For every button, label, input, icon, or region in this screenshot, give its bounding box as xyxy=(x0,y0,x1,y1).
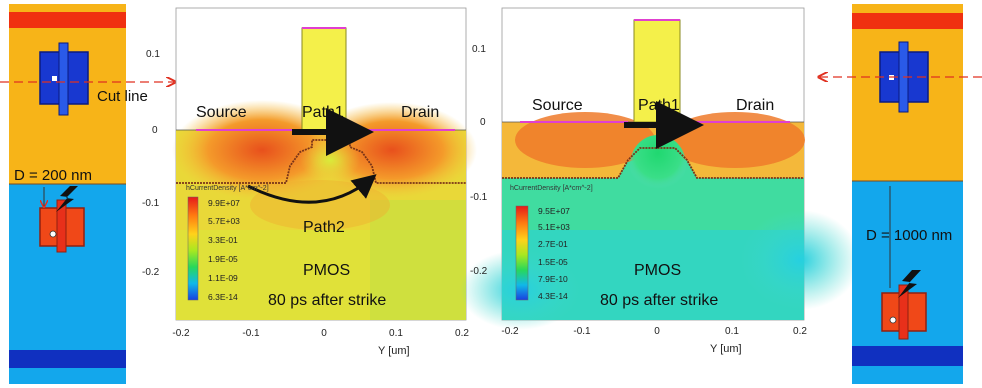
bottom-blue-band-right xyxy=(852,346,963,366)
left-legend-value-2: 5.7E+03 xyxy=(208,216,240,226)
left-legend-value-3: 3.3E-01 xyxy=(208,235,238,245)
left-source-label: Source xyxy=(196,104,247,121)
left-x-tick: -0.1 xyxy=(242,328,260,339)
right-y-ticks: 0.1 0 -0.1 -0.2 xyxy=(470,44,488,277)
lightning-strike-icon xyxy=(56,186,78,212)
nmos-gate-right xyxy=(898,284,909,340)
right-y-tick: 0.1 xyxy=(472,44,486,55)
left-x-ticks: -0.2 -0.1 0 0.1 0.2 xyxy=(172,328,469,339)
left-legend-value-4: 1.9E-05 xyxy=(208,254,238,264)
right-device-label: PMOS xyxy=(634,262,681,279)
left-simulation-plot: hCurrentDensity [A*cm^-2] 9.9E+07 5.7E+0… xyxy=(142,7,477,357)
left-x-axis-label: Y [um] xyxy=(378,345,410,357)
left-legend-title: hCurrentDensity [A*cm^-2] xyxy=(186,185,269,192)
left-path1-label: Path1 xyxy=(302,104,344,121)
left-y-tick: 0 xyxy=(152,125,158,136)
right-y-tick: 0 xyxy=(480,117,486,128)
right-time-label: 80 ps after strike xyxy=(600,292,718,309)
left-channel-zone xyxy=(300,138,360,182)
left-layout-strip: D = 200 nm Cut line xyxy=(0,4,174,384)
right-drain-label: Drain xyxy=(736,97,774,114)
right-legend-value-6: 4.3E-14 xyxy=(538,291,568,301)
n-well-top-edge-right xyxy=(852,4,963,13)
right-x-tick: 0 xyxy=(654,326,660,337)
right-y-tick: -0.2 xyxy=(470,266,488,277)
pmos-contact xyxy=(52,76,57,81)
nmos-contact xyxy=(49,230,57,238)
right-simulation-plot: hCurrentDensity [A*cm^-2] 9.5E+07 5.1E+0… xyxy=(460,7,860,355)
right-legend-value-2: 5.1E+03 xyxy=(538,222,570,232)
right-x-tick: -0.2 xyxy=(501,326,519,337)
right-channel-zone xyxy=(630,135,686,195)
left-y-tick: 0.1 xyxy=(146,49,160,60)
right-x-ticks: -0.2 -0.1 0 0.1 0.2 xyxy=(501,326,807,337)
left-path2-label: Path2 xyxy=(303,219,345,236)
left-x-tick: 0 xyxy=(321,328,327,339)
nmos-gate xyxy=(56,199,67,253)
red-top-band xyxy=(9,12,126,28)
right-source-label: Source xyxy=(532,97,583,114)
left-x-tick: 0.1 xyxy=(389,328,403,339)
right-y-tick: -0.1 xyxy=(470,192,488,203)
left-drain-label: Drain xyxy=(401,104,439,121)
right-legend-colorbar xyxy=(515,205,529,301)
p-substrate-bottom-right xyxy=(852,366,963,384)
left-x-tick: -0.2 xyxy=(172,328,190,339)
right-x-axis-label: Y [um] xyxy=(710,343,742,355)
red-top-band-right xyxy=(852,13,963,29)
right-legend-value-5: 7.9E-10 xyxy=(538,274,568,284)
right-x-tick: 0.1 xyxy=(725,326,739,337)
cut-line-label: Cut line xyxy=(97,88,148,105)
left-device-label: PMOS xyxy=(303,262,350,279)
left-y-tick: -0.1 xyxy=(142,198,160,209)
distance-label-left: D = 200 nm xyxy=(14,167,92,184)
left-legend-colorbar xyxy=(187,196,199,301)
right-x-tick: 0.2 xyxy=(793,326,807,337)
lightning-strike-icon-right xyxy=(898,270,921,298)
left-time-label: 80 ps after strike xyxy=(268,292,386,309)
pmos-gate xyxy=(58,42,69,116)
right-legend-value-3: 2.7E-01 xyxy=(538,239,568,249)
left-path2-arrow xyxy=(247,174,377,204)
p-substrate-bottom xyxy=(9,368,126,384)
left-y-tick: -0.2 xyxy=(142,267,160,278)
n-well-top-edge xyxy=(9,4,126,12)
right-legend-value-4: 1.5E-05 xyxy=(538,257,568,267)
left-legend: hCurrentDensity [A*cm^-2] 9.9E+07 5.7E+0… xyxy=(186,185,269,302)
right-path1-label: Path1 xyxy=(638,97,680,114)
left-y-ticks: 0.1 0 -0.1 -0.2 xyxy=(142,49,160,278)
right-x-tick: -0.1 xyxy=(573,326,591,337)
right-legend: hCurrentDensity [A*cm^-2] 9.5E+07 5.1E+0… xyxy=(510,185,593,301)
right-legend-title: hCurrentDensity [A*cm^-2] xyxy=(510,185,593,192)
right-layout-strip: D = 1000 nm xyxy=(820,4,982,384)
nmos-contact-right xyxy=(889,316,897,324)
left-legend-value-5: 1.1E-09 xyxy=(208,273,238,283)
bottom-blue-band xyxy=(9,350,126,368)
right-legend-value-1: 9.5E+07 xyxy=(538,206,570,216)
left-legend-value-6: 6.3E-14 xyxy=(208,292,238,302)
left-legend-value-1: 9.9E+07 xyxy=(208,198,240,208)
right-source-hot-zone xyxy=(515,112,655,168)
left-x-tick: 0.2 xyxy=(455,328,469,339)
distance-label-right: D = 1000 nm xyxy=(866,227,952,244)
